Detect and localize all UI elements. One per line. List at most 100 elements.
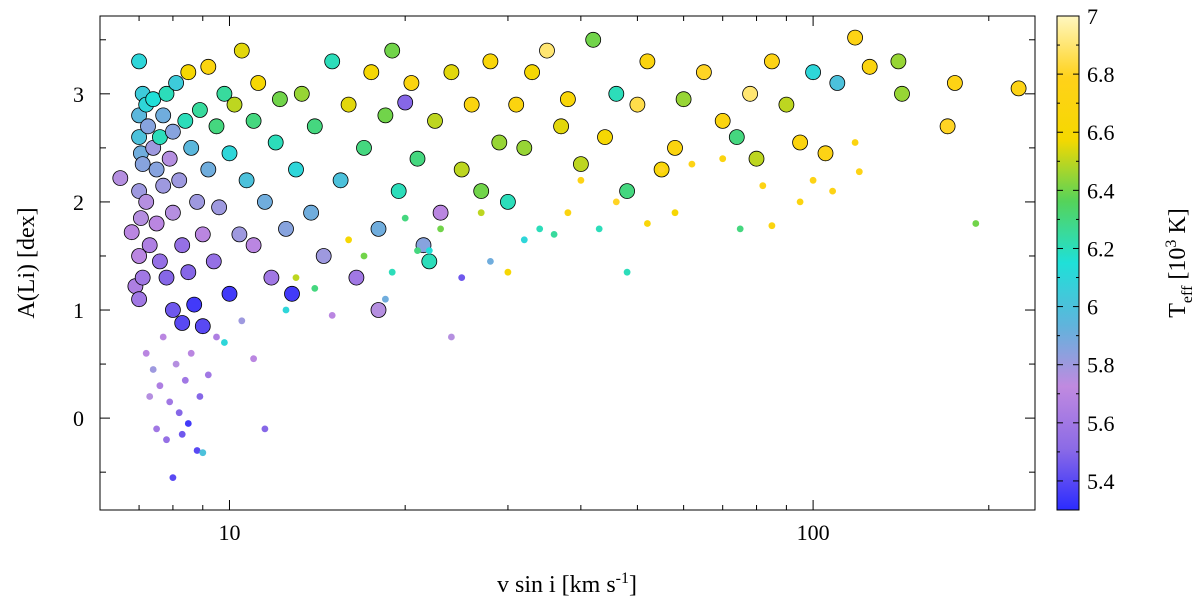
data-point-upper-limit — [401, 214, 409, 222]
data-point-detection — [482, 53, 499, 70]
data-point-detection — [278, 220, 294, 237]
data-point-detection — [560, 91, 576, 108]
data-point-detection — [161, 150, 178, 167]
data-point-upper-limit — [414, 247, 421, 255]
data-point-detection — [861, 58, 878, 75]
data-point-upper-limit — [768, 222, 776, 230]
data-point-upper-limit — [595, 225, 603, 233]
colorbar-tick-label: 7 — [1087, 4, 1098, 29]
data-point-upper-limit — [345, 236, 352, 244]
data-point-detection — [145, 91, 162, 108]
data-point-detection — [348, 269, 365, 286]
data-point-detection — [134, 156, 151, 173]
data-point-detection — [427, 113, 443, 129]
data-point-detection — [233, 42, 250, 59]
data-point-detection — [890, 53, 907, 70]
data-point-detection — [714, 113, 731, 129]
data-point-upper-limit — [829, 187, 836, 195]
data-point-upper-limit — [564, 209, 572, 217]
data-point-upper-limit — [153, 425, 161, 433]
data-point-upper-limit — [972, 220, 980, 227]
data-point-upper-limit — [311, 285, 319, 292]
data-point-detection — [696, 64, 712, 81]
y-tick-label: 3 — [73, 82, 84, 107]
data-point-upper-limit — [238, 317, 246, 325]
data-point-detection — [629, 96, 646, 113]
data-point-detection — [463, 96, 480, 113]
data-point-detection — [200, 58, 217, 75]
data-point-detection — [131, 53, 148, 70]
data-point-detection — [267, 134, 284, 151]
colorbar-tick-label: 6.6 — [1087, 120, 1115, 145]
data-point-detection — [131, 291, 148, 308]
data-point-detection — [208, 118, 225, 135]
x-tick-label: 10 — [218, 520, 240, 545]
data-point-upper-limit — [146, 393, 154, 400]
data-point-detection — [805, 64, 821, 81]
data-point-detection — [256, 193, 273, 210]
data-point-detection — [271, 91, 288, 108]
data-point-detection — [792, 134, 808, 151]
data-point-upper-limit — [851, 139, 859, 146]
y-tick-label: 2 — [73, 190, 84, 215]
data-point-detection — [539, 42, 555, 59]
data-point-detection — [390, 183, 407, 200]
data-point-upper-limit — [855, 168, 863, 176]
data-point-detection — [112, 170, 129, 187]
data-point-detection — [516, 139, 533, 156]
plot-background — [100, 16, 1035, 510]
data-point-upper-limit — [213, 333, 220, 341]
data-point-upper-limit — [688, 160, 696, 168]
data-point-detection — [748, 150, 765, 167]
data-point-detection — [164, 302, 181, 318]
data-point-upper-limit — [388, 268, 396, 276]
data-point-detection — [191, 102, 208, 118]
data-point-upper-limit — [425, 247, 433, 255]
data-point-upper-limit — [204, 371, 212, 379]
data-point-upper-limit — [809, 176, 817, 184]
data-point-detection — [174, 237, 191, 254]
data-point-detection — [151, 253, 168, 270]
data-point-detection — [164, 204, 181, 221]
data-point-detection — [847, 29, 863, 46]
data-point-upper-limit — [178, 430, 186, 438]
data-point-detection — [155, 177, 172, 194]
data-point-detection — [138, 193, 155, 210]
data-point-detection — [370, 302, 387, 318]
data-point-upper-limit — [612, 198, 620, 206]
data-point-detection — [939, 118, 956, 135]
data-point-upper-limit — [181, 376, 189, 384]
data-point-detection — [183, 139, 200, 156]
data-point-upper-limit — [759, 182, 767, 190]
data-point-upper-limit — [175, 409, 183, 417]
x-axis-label: v sin i [km s-1] — [497, 570, 637, 598]
data-point-detection — [608, 85, 625, 102]
data-point-detection — [363, 64, 380, 81]
data-point-upper-limit — [658, 166, 665, 173]
data-point-detection — [432, 204, 449, 221]
data-point-upper-limit — [360, 252, 368, 260]
data-point-upper-limit — [193, 447, 201, 454]
data-point-detection — [216, 85, 233, 102]
data-point-detection — [409, 150, 426, 167]
data-point-upper-limit — [142, 349, 150, 357]
data-point-detection — [211, 199, 228, 216]
data-point-detection — [171, 172, 188, 189]
data-point-upper-limit — [644, 220, 651, 227]
colorbar-label-superscript: 3 — [1163, 240, 1180, 248]
data-point-detection — [263, 269, 280, 286]
data-point-upper-limit — [156, 382, 164, 390]
x-axis-label-superscript: -1 — [616, 570, 629, 587]
data-point-detection — [226, 96, 243, 113]
data-point-detection — [284, 285, 300, 302]
data-point-detection — [443, 64, 460, 81]
points-layer — [112, 29, 1027, 481]
data-point-detection — [524, 64, 540, 81]
data-point-upper-limit — [196, 393, 204, 400]
data-point-detection — [288, 161, 304, 178]
data-point-detection — [174, 315, 191, 331]
plot-frame — [99, 15, 1036, 511]
data-point-detection — [180, 264, 197, 281]
data-point-upper-limit — [623, 268, 631, 276]
